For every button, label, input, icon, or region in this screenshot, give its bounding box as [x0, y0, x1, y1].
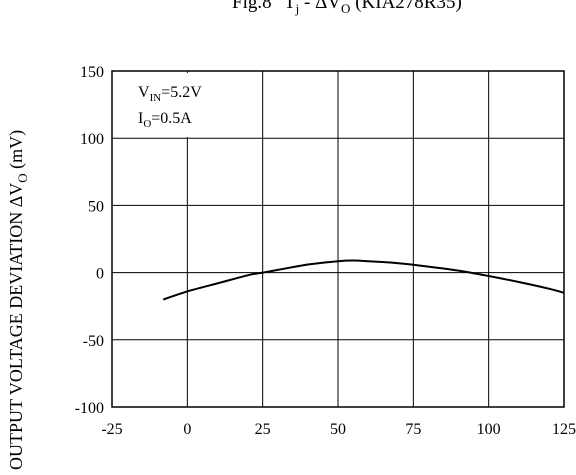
annotation-io-main: I [138, 110, 143, 127]
x-tick-label: 25 [255, 421, 271, 438]
title-delta-sub: O [341, 1, 350, 16]
x-tick-label: 75 [405, 421, 421, 438]
x-tick-label: 50 [330, 421, 346, 438]
series-line [162, 259, 565, 301]
x-tick-label: 0 [183, 421, 191, 438]
y-axis-label: OUTPUT VOLTAGE DEVIATION ΔVO (mV) [6, 130, 30, 470]
annotation-vin-sub: IN [150, 92, 162, 104]
title-tj: T [284, 0, 296, 13]
y-tick-label: -100 [75, 400, 104, 417]
figure-title: Fig.8 Tj - ΔVO (KIA278R35) [232, 0, 462, 16]
annotation-io: IO=0.5A [138, 110, 192, 130]
x-tick-label: -25 [101, 421, 122, 438]
y-tick-label: 50 [88, 198, 104, 215]
plot-frame [111, 70, 565, 408]
annotation-box [114, 73, 254, 137]
annotation-vin: VIN=5.2V [138, 84, 202, 104]
y-tick-label: 100 [80, 131, 104, 148]
annotation-io-sub: O [143, 118, 151, 130]
y-tick-label: 0 [96, 266, 104, 283]
title-suffix: (KIA278R35) [350, 0, 461, 13]
grid [111, 70, 565, 408]
plot-area [114, 73, 565, 301]
title-delta: ΔV [315, 0, 341, 13]
y-axis-label-sub: O [15, 173, 30, 182]
y-tick-label: -50 [83, 333, 104, 350]
y-tick-label: 150 [80, 64, 104, 81]
x-tick-label: 125 [552, 421, 576, 438]
x-tick-label: 100 [477, 421, 501, 438]
tick-labels: -25 0 25 50 75 100 125 -100 -50 0 50 100 150 [75, 64, 576, 438]
annotation-vin-rest: =5.2V [161, 84, 202, 101]
title-tj-sub: j [295, 1, 300, 16]
y-axis-label-unit: (mV) [6, 130, 27, 174]
annotation-io-rest: =0.5A [151, 110, 192, 127]
y-axis-label-main: OUTPUT VOLTAGE DEVIATION ΔV [6, 183, 26, 470]
annotation-vin-main: V [138, 84, 150, 101]
title-sep: - [299, 0, 315, 13]
title-prefix: Fig.8 [232, 0, 272, 13]
